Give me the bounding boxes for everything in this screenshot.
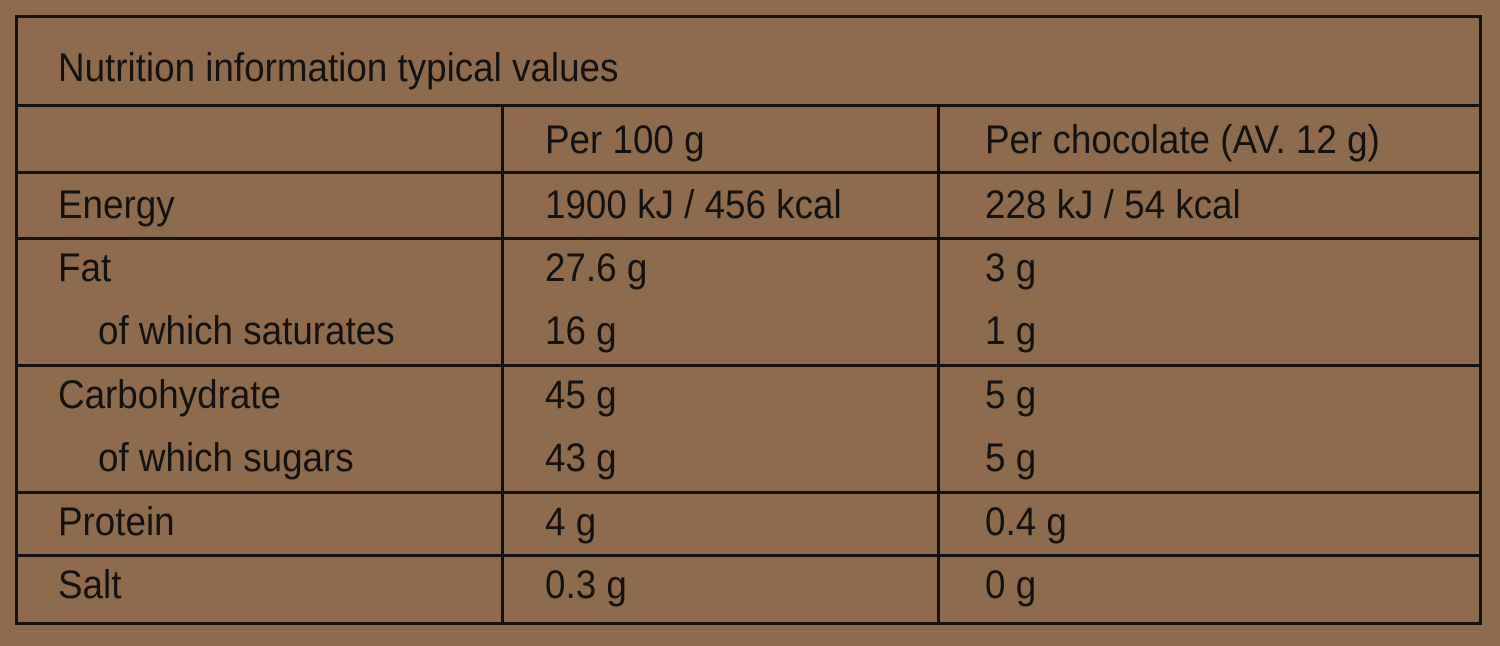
cell-value: 43 g (545, 436, 617, 480)
cell-value: 3 g (985, 246, 1037, 290)
cell-value: 1900 kJ / 456 kcal (545, 183, 842, 227)
column-header: Per chocolate (AV. 12 g) (985, 118, 1380, 162)
row-line (15, 491, 1482, 494)
cell-value: 16 g (545, 309, 617, 353)
row-label: Carbohydrate (58, 373, 281, 417)
cell-value: 228 kJ / 54 kcal (985, 183, 1241, 227)
row-line (15, 364, 1482, 367)
row-label: Protein (58, 500, 175, 544)
row-label: Energy (58, 183, 175, 227)
cell-value: 5 g (985, 436, 1037, 480)
row-label: of which saturates (98, 309, 395, 353)
row-label: of which sugars (98, 436, 354, 480)
cell-value: 5 g (985, 373, 1037, 417)
cell-value: 0.3 g (545, 563, 627, 607)
row-line (15, 237, 1482, 240)
row-line (15, 171, 1482, 174)
cell-value: 0 g (985, 563, 1037, 607)
column-line (501, 105, 504, 625)
row-label: Fat (58, 246, 112, 290)
row-line (15, 104, 1482, 107)
table-border (15, 15, 1482, 625)
cell-value: 27.6 g (545, 246, 648, 290)
row-label: Salt (58, 563, 122, 607)
cell-value: 0.4 g (985, 500, 1067, 544)
table-title: Nutrition information typical values (58, 46, 619, 90)
column-line (937, 105, 940, 625)
column-header: Per 100 g (545, 118, 705, 162)
cell-value: 45 g (545, 373, 617, 417)
row-line (15, 554, 1482, 557)
cell-value: 1 g (985, 309, 1037, 353)
cell-value: 4 g (545, 500, 597, 544)
